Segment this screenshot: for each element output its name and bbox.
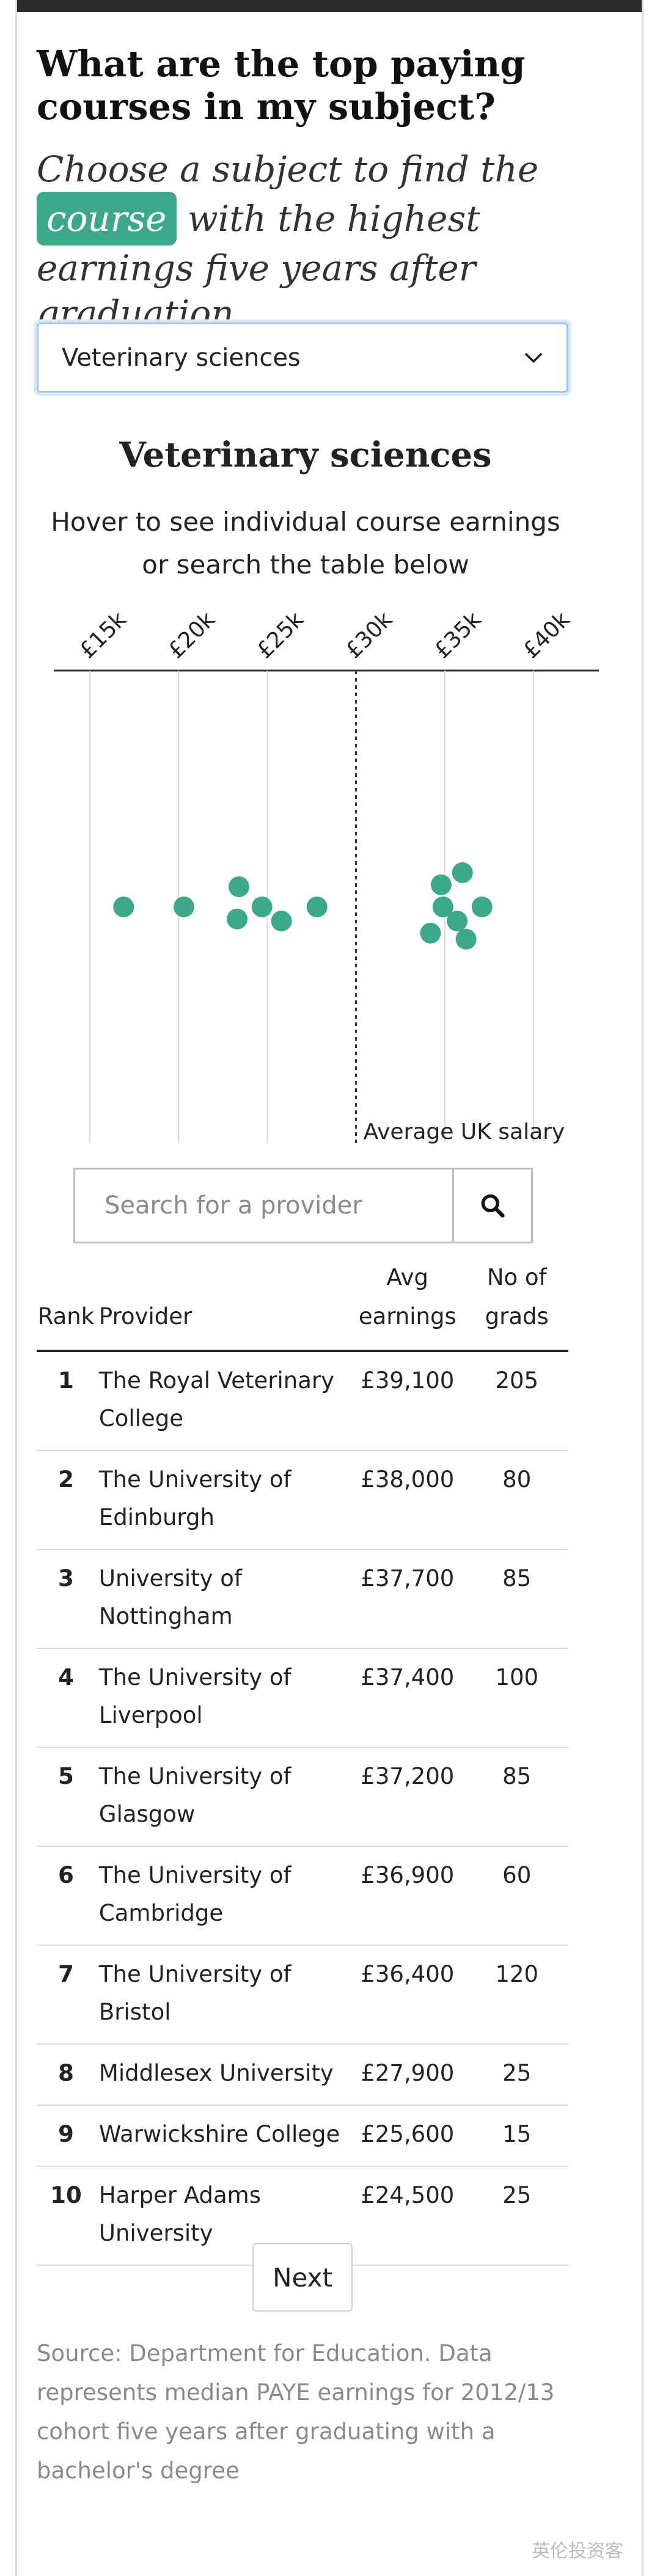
chart-subtitle: Hover to see individual course earnings … bbox=[51, 507, 560, 580]
watermark: 英伦投资客 bbox=[532, 2541, 623, 2562]
provider-cell: The University of Glasgow bbox=[98, 1763, 292, 1827]
provider-cell: University of Nottingham bbox=[98, 1565, 242, 1629]
next-button[interactable]: Next bbox=[252, 2243, 353, 2312]
provider-cell: The University of Liverpool bbox=[98, 1664, 292, 1728]
rank-cell: 5 bbox=[58, 1763, 74, 1789]
earnings-beeswarm-chart: £15k £20k £25k £30k £35k £40k Average UK salar… bbox=[54, 607, 599, 1144]
data-point bbox=[455, 928, 477, 950]
search-button[interactable] bbox=[452, 1170, 531, 1242]
table-row: 8 Middlesex University £27,900 25 bbox=[37, 2044, 568, 2105]
results-table: Rank Provider Avg earnings No of grads 1… bbox=[37, 1258, 568, 2266]
table-row: 3 University of Nottingham £37,700 85 bbox=[37, 1549, 568, 1648]
provider-cell: The University of Edinburgh bbox=[98, 1466, 292, 1530]
earnings-cell: £27,900 bbox=[361, 2060, 455, 2086]
grads-cell: 25 bbox=[502, 2060, 532, 2086]
reference-line-label: Average UK salary bbox=[364, 1119, 565, 1144]
x-tick-label: £40k bbox=[518, 607, 574, 663]
provider-cell: The University of Bristol bbox=[98, 1961, 292, 2025]
data-point bbox=[113, 897, 134, 917]
table-row: 6 The University of Cambridge £36,900 60 bbox=[37, 1846, 568, 1945]
earnings-cell: £37,400 bbox=[361, 1664, 455, 1690]
x-tick-label: £35k bbox=[430, 607, 486, 663]
data-point bbox=[432, 897, 453, 917]
grads-cell: 60 bbox=[502, 1862, 532, 1888]
search-input[interactable] bbox=[75, 1170, 452, 1242]
x-tick-label: £20k bbox=[164, 607, 220, 663]
subject-select-value: Veterinary sciences bbox=[62, 343, 301, 372]
header-grads[interactable]: No of grads bbox=[465, 1258, 568, 1352]
grads-cell: 85 bbox=[502, 1565, 532, 1592]
earnings-cell: £37,200 bbox=[361, 1763, 455, 1789]
top-bar bbox=[15, 0, 644, 12]
data-point bbox=[430, 874, 452, 895]
chart-title: Veterinary sciences bbox=[119, 435, 492, 475]
data-point bbox=[173, 897, 194, 917]
rank-cell: 2 bbox=[58, 1466, 74, 1493]
data-point bbox=[228, 876, 249, 897]
rank-cell: 9 bbox=[58, 2121, 74, 2147]
provider-cell: The Royal Veterinary College bbox=[98, 1367, 334, 1432]
earnings-cell: £38,000 bbox=[361, 1466, 455, 1493]
grads-cell: 120 bbox=[495, 1961, 539, 1987]
subject-select[interactable]: Veterinary sciences bbox=[37, 322, 568, 393]
data-point bbox=[251, 897, 273, 917]
grads-cell: 80 bbox=[502, 1466, 532, 1493]
table-row: 7 The University of Bristol £36,400 120 bbox=[37, 1945, 568, 2044]
rank-cell: 1 bbox=[58, 1367, 74, 1394]
grads-cell: 100 bbox=[495, 1664, 539, 1690]
grads-cell: 205 bbox=[495, 1367, 539, 1394]
rank-cell: 10 bbox=[50, 2182, 82, 2208]
course-highlight: course bbox=[37, 192, 177, 246]
earnings-cell: £25,600 bbox=[361, 2121, 455, 2147]
search-icon bbox=[481, 1194, 505, 1218]
rank-cell: 8 bbox=[58, 2060, 74, 2086]
earnings-cell: £37,700 bbox=[361, 1565, 455, 1592]
earnings-cell: £39,100 bbox=[361, 1367, 455, 1394]
earnings-cell: £36,400 bbox=[361, 1961, 455, 1987]
provider-cell: The University of Cambridge bbox=[98, 1862, 292, 1926]
earnings-cell: £36,900 bbox=[361, 1862, 455, 1888]
data-point bbox=[271, 911, 292, 932]
provider-cell: Middlesex University bbox=[98, 2060, 334, 2086]
standfirst: Choose a subject to find the course with… bbox=[37, 147, 623, 336]
data-point bbox=[420, 922, 441, 944]
data-point bbox=[447, 911, 468, 932]
x-tick-label: £30k bbox=[341, 607, 397, 663]
rank-cell: 4 bbox=[58, 1664, 74, 1690]
grads-cell: 25 bbox=[502, 2182, 532, 2208]
data-point bbox=[227, 908, 248, 930]
table-header-row: Rank Provider Avg earnings No of grads bbox=[37, 1258, 568, 1352]
header-earnings[interactable]: Avg earnings bbox=[350, 1258, 466, 1352]
grads-cell: 15 bbox=[502, 2121, 532, 2147]
table-row: 2 The University of Edinburgh £38,000 80 bbox=[37, 1450, 568, 1549]
page-title: What are the top paying courses in my su… bbox=[37, 43, 526, 128]
data-point bbox=[471, 897, 493, 917]
provider-cell: Harper Adams University bbox=[98, 2182, 261, 2246]
data-point bbox=[306, 897, 328, 917]
table-row: 5 The University of Glasgow £37,200 85 bbox=[37, 1747, 568, 1846]
header-provider[interactable]: Provider bbox=[95, 1258, 350, 1352]
rank-cell: 3 bbox=[58, 1565, 74, 1592]
table-row: 9 Warwickshire College £25,600 15 bbox=[37, 2105, 568, 2166]
x-tick-label: £15k bbox=[75, 607, 131, 663]
earnings-cell: £24,500 bbox=[361, 2182, 455, 2208]
article-frame bbox=[15, 0, 644, 2576]
source-note: Source: Department for Education. Data r… bbox=[37, 2340, 555, 2484]
standfirst-lead: Choose a subject to find the bbox=[37, 148, 539, 190]
table-row: 1 The Royal Veterinary College £39,100 205 bbox=[37, 1351, 568, 1450]
table-row: 4 The University of Liverpool £37,400 100 bbox=[37, 1648, 568, 1747]
chevron-down-icon bbox=[525, 352, 542, 363]
data-point bbox=[452, 862, 473, 883]
grads-cell: 85 bbox=[502, 1763, 532, 1789]
provider-cell: Warwickshire College bbox=[98, 2121, 340, 2147]
x-tick-label: £25k bbox=[252, 607, 309, 663]
rank-cell: 6 bbox=[58, 1862, 74, 1888]
provider-search bbox=[73, 1168, 533, 1243]
header-rank[interactable]: Rank bbox=[37, 1258, 95, 1352]
rank-cell: 7 bbox=[58, 1961, 74, 1987]
table-row: 10 Harper Adams University £24,500 25 bbox=[37, 2166, 568, 2265]
